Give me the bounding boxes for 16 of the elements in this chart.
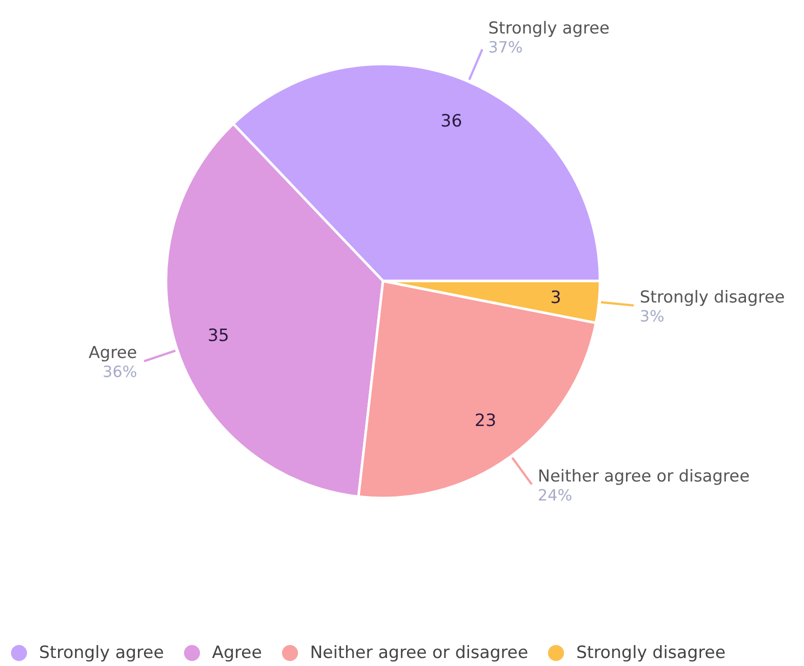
text: 37% [488, 38, 523, 56]
data-label: 36 [440, 111, 462, 132]
text: 3% [640, 307, 664, 326]
slice-label: Neither agree or disagree [538, 466, 750, 486]
legend-label: Strongly agree [39, 643, 164, 663]
data-label: 35 [208, 326, 230, 346]
slice-label: Strongly agree [488, 18, 610, 38]
text: 24% [538, 486, 572, 504]
legend-label: Agree [212, 643, 262, 663]
data-label: 23 [474, 411, 496, 432]
text: 36% [102, 363, 138, 382]
slice-label: Strongly disagree [640, 287, 785, 306]
legend-label: Strongly disagree [576, 643, 726, 663]
slice-label: Agree [88, 343, 138, 362]
legend-label: Neither agree or disagree [310, 643, 528, 663]
data-label: 3 [550, 288, 562, 308]
